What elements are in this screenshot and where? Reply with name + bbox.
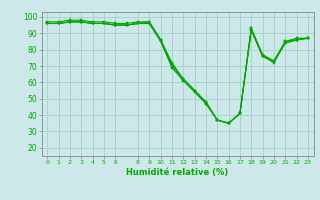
X-axis label: Humidité relative (%): Humidité relative (%) <box>126 168 229 177</box>
